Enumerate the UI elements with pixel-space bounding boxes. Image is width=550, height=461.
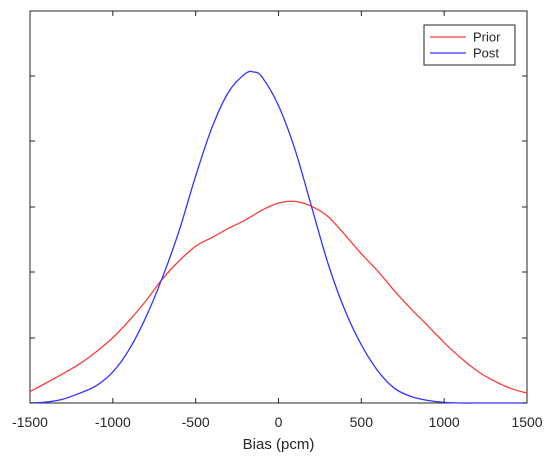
x-tick-label: -1000 (95, 414, 131, 430)
x-tick-label: 1000 (429, 414, 460, 430)
legend-box (423, 24, 516, 66)
series-layer (29, 70, 528, 404)
x-tick-label: 0 (275, 414, 283, 430)
x-tick-label: 500 (350, 414, 374, 430)
ticks-layer (29, 10, 528, 404)
x-tick-labels: -1500 -1000 -500 0 500 1000 1500 (12, 414, 543, 430)
legend-label-prior: Prior (473, 30, 501, 45)
x-tick-label: 1500 (511, 414, 542, 430)
x-tick-label: -500 (182, 414, 210, 430)
legend-label-post: Post (473, 46, 499, 61)
x-axis-title: Bias (pcm) (243, 436, 315, 453)
series-line-prior (29, 200, 528, 394)
series-line-post (29, 70, 527, 404)
x-tick-label: -1500 (12, 414, 48, 430)
